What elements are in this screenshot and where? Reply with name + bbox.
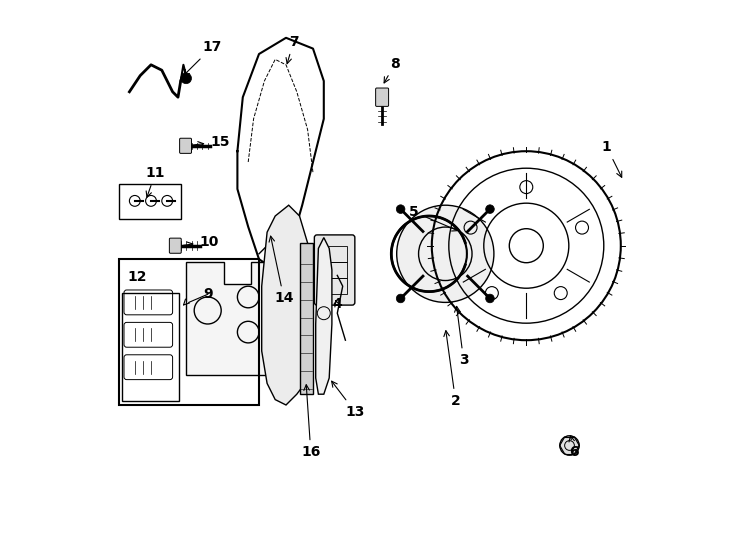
FancyBboxPatch shape	[180, 138, 192, 153]
Bar	[299, 243, 313, 394]
Text: 1: 1	[602, 140, 622, 177]
Text: 9: 9	[203, 287, 213, 301]
FancyBboxPatch shape	[376, 88, 388, 106]
Bar	[322, 246, 346, 262]
Polygon shape	[316, 238, 332, 394]
Bar	[119, 184, 181, 219]
FancyBboxPatch shape	[314, 235, 355, 305]
Text: 8: 8	[384, 57, 400, 83]
Polygon shape	[186, 262, 270, 375]
Bar	[322, 262, 346, 278]
Circle shape	[396, 205, 405, 213]
Text: 11: 11	[145, 166, 165, 197]
Circle shape	[396, 205, 494, 302]
Text: 4: 4	[332, 297, 341, 311]
Polygon shape	[262, 205, 313, 405]
Text: 15: 15	[189, 135, 230, 149]
Text: 13: 13	[332, 381, 365, 419]
Text: 10: 10	[184, 235, 219, 249]
Circle shape	[181, 73, 192, 84]
Circle shape	[396, 294, 405, 303]
Bar	[123, 293, 179, 401]
Text: 6: 6	[569, 436, 579, 460]
Bar	[119, 259, 259, 405]
Text: 5: 5	[409, 205, 458, 231]
Circle shape	[486, 205, 494, 213]
Text: 16: 16	[301, 384, 321, 460]
Circle shape	[560, 436, 579, 455]
Text: 2: 2	[444, 330, 460, 408]
Text: 14: 14	[269, 236, 294, 306]
Text: 17: 17	[184, 40, 222, 76]
Circle shape	[486, 294, 494, 303]
Bar	[322, 278, 346, 294]
Text: 7: 7	[286, 35, 298, 64]
Text: 12: 12	[128, 270, 148, 284]
Text: 3: 3	[454, 306, 468, 368]
FancyBboxPatch shape	[170, 238, 181, 253]
